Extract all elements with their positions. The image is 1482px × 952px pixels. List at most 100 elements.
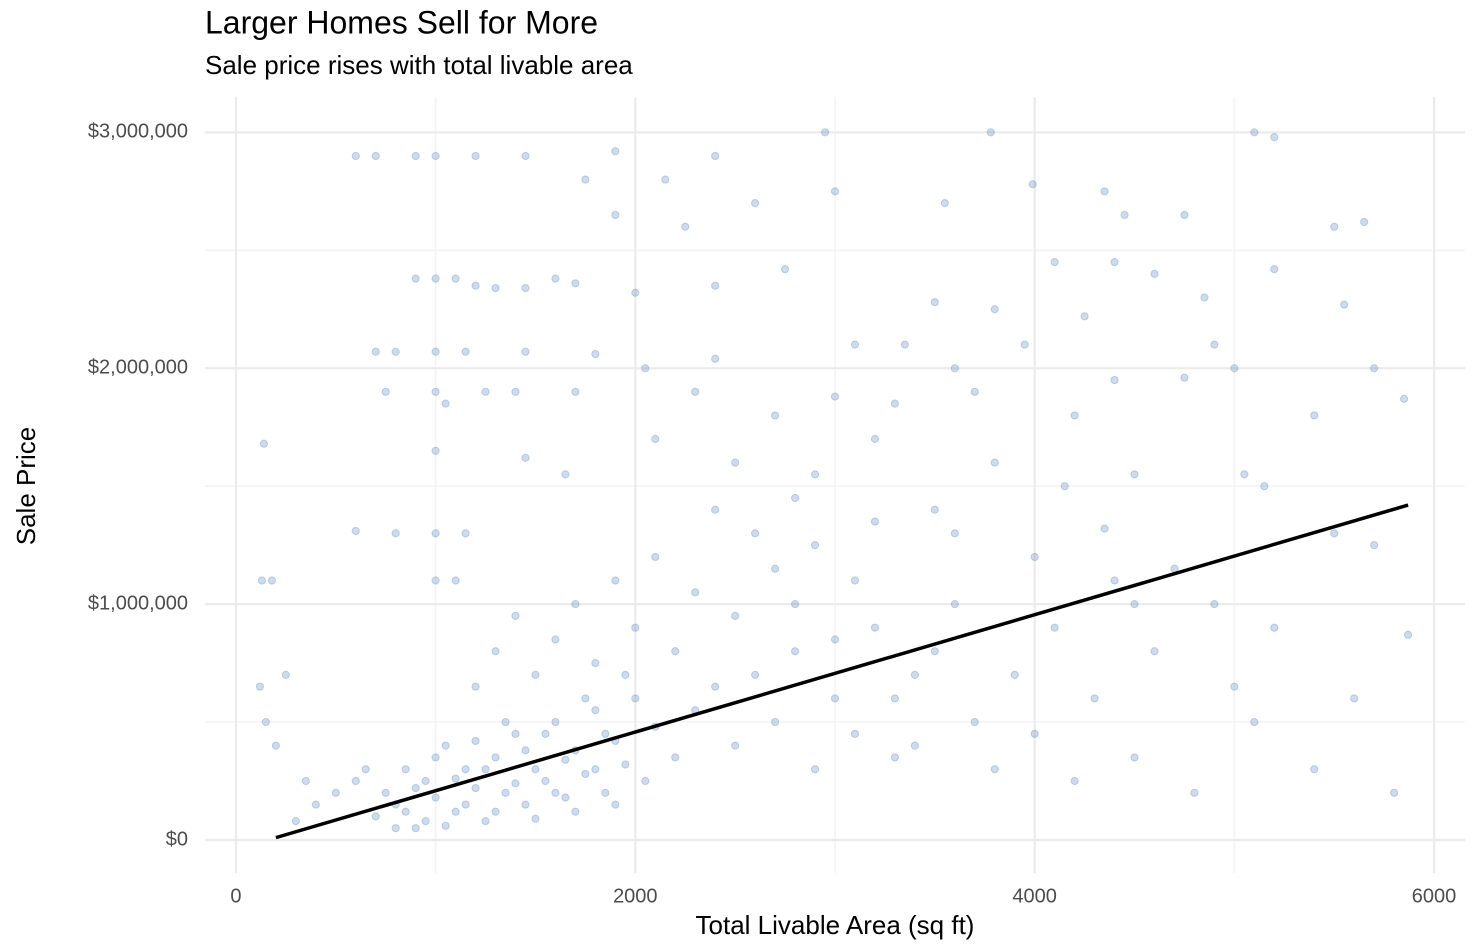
- point: [940, 199, 949, 208]
- chart-title: Larger Homes Sell for More: [205, 4, 598, 40]
- point: [441, 821, 450, 830]
- chart-subtitle: Sale price rises with total livable area: [205, 50, 633, 80]
- point: [641, 364, 650, 373]
- point: [1110, 375, 1119, 385]
- point: [711, 281, 720, 290]
- point: [541, 729, 550, 738]
- point: [1270, 132, 1279, 142]
- point: [431, 387, 440, 396]
- point: [267, 576, 276, 585]
- point: [830, 635, 840, 644]
- point: [431, 753, 440, 762]
- point: [371, 151, 380, 161]
- point: [421, 817, 430, 826]
- point: [431, 347, 440, 356]
- point: [751, 670, 760, 679]
- point: [1230, 682, 1239, 691]
- point: [441, 741, 450, 750]
- point: [910, 670, 919, 679]
- point: [391, 824, 400, 833]
- point: [1370, 364, 1379, 373]
- point: [481, 387, 490, 396]
- point: [541, 776, 550, 786]
- point: [431, 274, 440, 283]
- point: [291, 817, 300, 826]
- point: [521, 746, 530, 755]
- point: [471, 682, 480, 691]
- point: [531, 670, 540, 679]
- point: [1210, 600, 1219, 609]
- point: [830, 187, 840, 196]
- point: [1028, 180, 1037, 189]
- point: [411, 151, 420, 161]
- point: [401, 765, 410, 774]
- point: [990, 458, 999, 467]
- point: [990, 765, 999, 774]
- x-tick-label: 0: [230, 885, 241, 907]
- point: [1370, 541, 1379, 550]
- point: [481, 817, 490, 826]
- point: [411, 783, 420, 793]
- point: [651, 434, 660, 444]
- point: [561, 470, 570, 479]
- point: [561, 793, 570, 802]
- point: [711, 682, 720, 691]
- point: [261, 717, 271, 727]
- point: [770, 564, 780, 573]
- point: [441, 399, 450, 408]
- fit-line: [275, 503, 1409, 840]
- point: [511, 611, 520, 621]
- point: [1240, 470, 1249, 479]
- point: [471, 783, 480, 793]
- point: [631, 623, 640, 632]
- point: [621, 670, 630, 679]
- point: [810, 765, 820, 774]
- point: [751, 529, 760, 538]
- point: [950, 364, 959, 373]
- point: [571, 600, 580, 609]
- point: [531, 814, 540, 823]
- point: [1200, 293, 1209, 302]
- point: [870, 517, 880, 526]
- point: [930, 505, 939, 514]
- point: [780, 265, 790, 274]
- point: [621, 760, 630, 769]
- point: [501, 788, 510, 797]
- x-tick-label: 4000: [1012, 885, 1057, 907]
- point: [521, 283, 530, 293]
- y-axis-label: Sale Price: [11, 427, 41, 546]
- point: [531, 765, 540, 774]
- point: [381, 387, 390, 396]
- point: [411, 824, 420, 833]
- point: [471, 736, 480, 746]
- point: [731, 458, 740, 467]
- point: [671, 647, 680, 656]
- point: [1110, 576, 1119, 585]
- point: [271, 741, 280, 750]
- point: [511, 387, 520, 396]
- point: [691, 588, 700, 597]
- point: [830, 392, 840, 401]
- point: [1130, 753, 1139, 762]
- point: [561, 755, 570, 764]
- grid: [205, 97, 1465, 873]
- point: [1230, 364, 1239, 373]
- point: [501, 717, 510, 727]
- point: [351, 776, 360, 786]
- point: [1060, 482, 1069, 491]
- point: [491, 283, 500, 293]
- point: [551, 274, 560, 283]
- point: [371, 347, 380, 356]
- point: [1390, 788, 1399, 797]
- point: [257, 576, 267, 585]
- point: [431, 529, 440, 538]
- y-tick-label: $1,000,000: [88, 592, 188, 614]
- point: [1090, 694, 1099, 703]
- y-tick-label: $3,000,000: [88, 121, 188, 143]
- point: [970, 717, 979, 727]
- point: [810, 470, 820, 479]
- point: [820, 128, 830, 137]
- point: [471, 281, 480, 290]
